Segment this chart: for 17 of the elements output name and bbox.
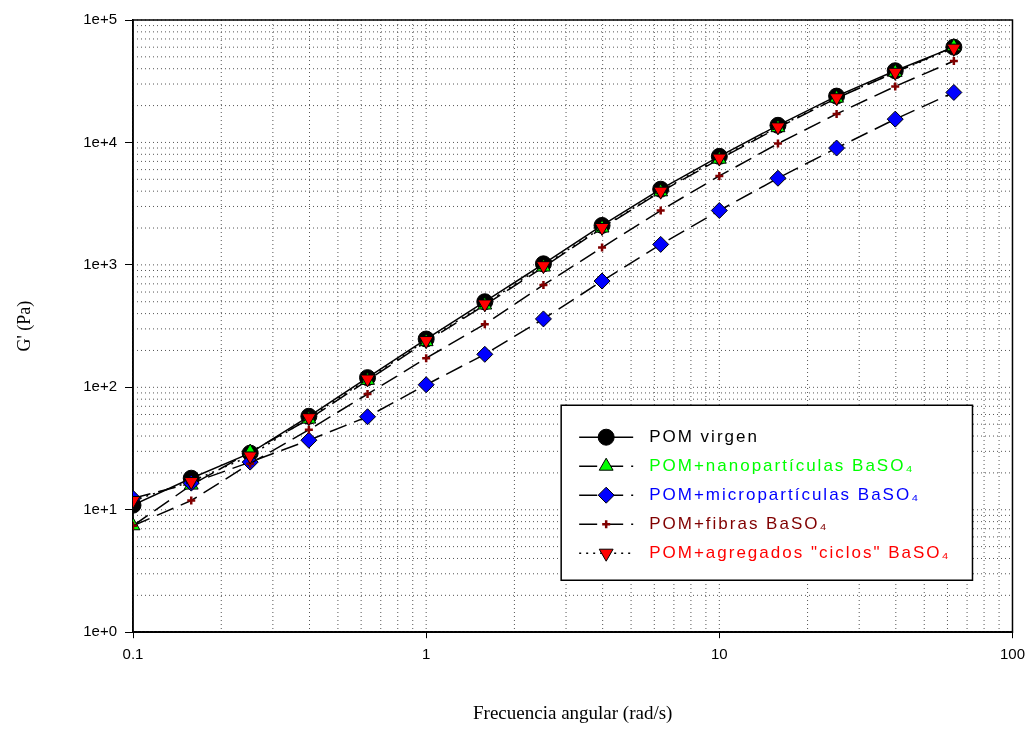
x-tick-label: 0.1 <box>122 645 144 663</box>
y-axis-title: G' (Pa) <box>13 300 35 352</box>
y-tick-label: 1e+4 <box>83 132 117 150</box>
x-tick-label: 10 <box>710 645 728 663</box>
legend-label: POM+agregados "ciclos" BaSO₄ <box>649 542 951 562</box>
y-tick-label: 1e+1 <box>83 499 117 517</box>
y-tick-label: 1e+5 <box>83 10 117 28</box>
y-tick-label: 1e+0 <box>83 622 117 640</box>
y-tick-label: 1e+3 <box>83 255 117 273</box>
legend-label: POM+micropartículas BaSO₄ <box>649 484 921 504</box>
x-axis-title: Frecuencia angular (rad/s) <box>473 701 673 724</box>
x-tick-label: 1 <box>421 645 431 663</box>
x-tick-label: 100 <box>999 645 1025 663</box>
legend-label: POM+nanopartículas BaSO₄ <box>649 455 915 475</box>
legend-label: POM+fibras BaSO₄ <box>649 513 829 533</box>
y-tick-label: 1e+2 <box>83 377 117 395</box>
legend-label: POM virgen <box>649 426 759 446</box>
